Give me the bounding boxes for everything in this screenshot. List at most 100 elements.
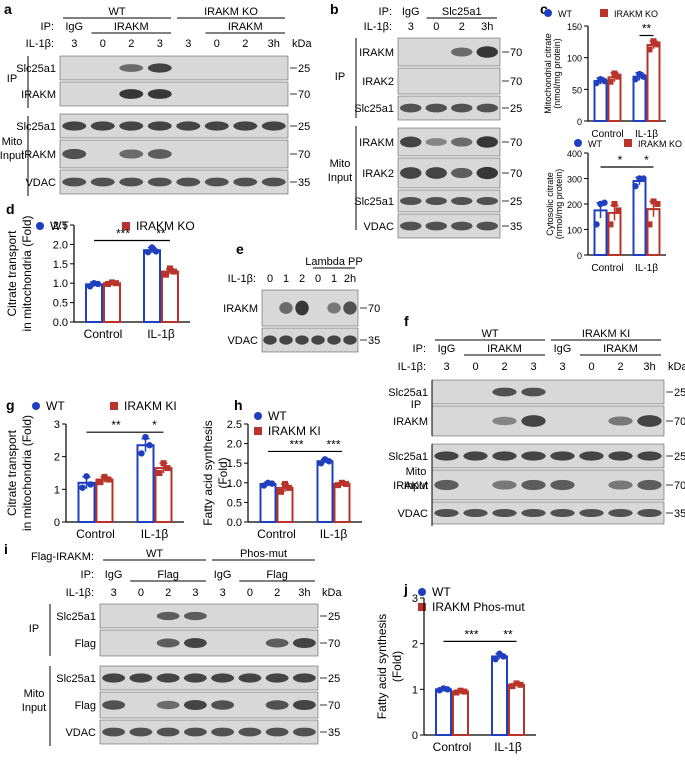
y-tick-label: 2.5	[53, 220, 68, 232]
blot-band	[434, 508, 459, 518]
blot-band	[183, 673, 207, 683]
il-label: IL-1β:	[26, 38, 54, 50]
legend-label: IRAKM Phos-mut	[432, 600, 525, 614]
y-axis-title: in mitochondria (Fold)	[20, 215, 34, 331]
blot-band	[521, 508, 546, 518]
blot-band	[476, 103, 498, 113]
legend-label: WT	[558, 9, 572, 19]
data-point	[339, 479, 345, 486]
mw-marker: 70	[510, 47, 522, 59]
blot-strip	[59, 81, 289, 107]
panel-letter: g	[6, 397, 15, 413]
blot-band	[238, 673, 262, 683]
panel-letter: i	[4, 541, 8, 557]
data-point	[453, 689, 460, 696]
data-point	[97, 479, 104, 486]
section-label: Mito	[330, 158, 351, 170]
legend-label: IRAKM KI	[268, 424, 321, 438]
data-point	[509, 683, 516, 690]
blot-band	[156, 638, 180, 648]
ip-label: IgG	[214, 569, 232, 581]
legend-label: WT	[50, 219, 69, 233]
mw-marker: 25	[328, 611, 340, 623]
blot-band	[295, 335, 309, 345]
blot-band	[261, 121, 286, 131]
group-label: WT	[146, 548, 163, 560]
blot-band	[425, 196, 447, 206]
y-axis-title: Mitochondrial citrate	[543, 33, 553, 114]
blot-band	[211, 700, 235, 710]
legend-marker-ko	[418, 603, 426, 611]
kda-label: kDa	[292, 38, 312, 50]
lane-label: 0	[588, 361, 594, 373]
blot-band	[425, 103, 447, 113]
lane-label: 0	[267, 273, 273, 285]
bar	[95, 478, 114, 523]
ip-label: IgG	[65, 21, 83, 33]
data-point	[156, 470, 163, 476]
ip-label: IRAKM	[228, 21, 263, 33]
row-label: IRAKM	[223, 303, 258, 315]
x-tick-label: IL-1β	[635, 129, 658, 140]
section-label: Input	[328, 172, 352, 184]
ip-label: IgG	[402, 6, 420, 18]
lane-label: 2	[242, 38, 248, 50]
blot-band	[463, 508, 488, 518]
blot-band	[579, 508, 604, 518]
bar	[85, 283, 103, 324]
blot-band	[156, 727, 180, 737]
blot-band	[637, 451, 662, 461]
data-point	[601, 77, 608, 85]
row-label: IRAKM	[21, 149, 56, 161]
x-tick-label: Control	[433, 740, 472, 754]
x-tick-label: IL-1β	[320, 527, 348, 541]
mw-marker: 35	[368, 335, 380, 347]
blot-band	[238, 727, 262, 737]
blot-band	[90, 121, 115, 131]
data-point	[278, 488, 284, 495]
panel-letter: c	[540, 1, 548, 17]
ip-label: IgG	[105, 569, 123, 581]
legend-label: WT	[588, 139, 602, 149]
data-point	[615, 207, 622, 214]
blot-band	[156, 611, 180, 621]
blot-band	[62, 121, 87, 131]
y-tick-label: 0.5	[227, 497, 242, 509]
significance-label: **	[111, 418, 121, 432]
blot-band	[62, 148, 87, 160]
chart-d: d WT IRAKM KO 0.0 0.5 1.0 1.5 2.0 2.5 Citrate tra…	[5, 201, 195, 341]
y-tick-label: 100	[567, 226, 582, 236]
blot-band	[147, 121, 172, 131]
bar	[143, 249, 161, 323]
y-axis-title: (nmol/mg protein)	[554, 169, 564, 240]
kda-label: kDa	[668, 361, 685, 373]
blot-band	[463, 451, 488, 461]
blot-band	[425, 221, 447, 231]
y-tick-label: 0.0	[227, 517, 242, 529]
flag-label: Flag-IRAKM:	[31, 551, 94, 563]
blot-band	[492, 508, 517, 518]
chart-c2: WT IRAKM KO 0 100 200 300 400 Cytosolic citrate…	[545, 139, 682, 274]
data-point	[513, 680, 520, 687]
significance-label: ***	[464, 627, 478, 641]
data-point	[654, 41, 661, 48]
mw-marker: 25	[510, 196, 522, 208]
x-tick-label: IL-1β	[494, 740, 522, 754]
group-label: Phos-mut	[240, 548, 287, 560]
blot-band	[261, 177, 286, 187]
il-label: IL-1β:	[398, 361, 426, 373]
y-tick-label: 0.5	[53, 298, 68, 310]
data-point	[646, 46, 653, 53]
data-point	[611, 201, 618, 207]
blot-band	[521, 415, 546, 427]
y-tick-label: 2.0	[53, 239, 68, 251]
blot-strip	[397, 189, 501, 213]
blot-strip	[397, 67, 501, 95]
blot-band	[119, 177, 144, 187]
legend-marker-wt	[254, 412, 262, 420]
blot-band	[311, 335, 325, 345]
mw-marker: 25	[674, 387, 685, 399]
y-tick-label: 1.0	[53, 278, 68, 290]
